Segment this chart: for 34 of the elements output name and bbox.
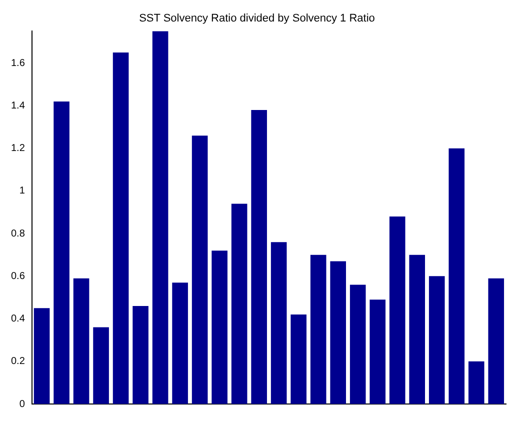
bar <box>428 276 445 404</box>
bar <box>112 52 129 404</box>
bar <box>34 308 50 404</box>
chart-title: SST Solvency Ratio divided by Solvency 1 Ratio <box>139 12 375 25</box>
bar <box>54 102 70 404</box>
bar <box>152 31 168 404</box>
bar <box>172 282 188 404</box>
bar <box>350 284 366 404</box>
bar <box>212 250 228 404</box>
bar <box>290 314 306 404</box>
bar <box>370 300 386 404</box>
bar <box>389 216 406 404</box>
bar <box>310 254 326 404</box>
bar <box>448 148 465 404</box>
bar <box>192 136 208 404</box>
y-tick-label: 0.8 <box>10 228 26 240</box>
bar <box>488 278 504 404</box>
bar <box>409 254 426 404</box>
y-tick-label: 1.4 <box>10 100 26 112</box>
y-tick-label: 1.6 <box>10 58 26 69</box>
bar <box>330 261 346 404</box>
y-tick-label: 0 <box>19 398 26 410</box>
bar <box>468 361 484 404</box>
y-tick-label: 1 <box>19 186 26 197</box>
bar <box>231 204 248 404</box>
bar <box>270 242 287 404</box>
y-tick-label: 1.2 <box>10 143 26 154</box>
y-tick-label: 0.2 <box>10 356 26 368</box>
bar <box>73 278 90 404</box>
y-tick-label: 0.4 <box>10 314 26 325</box>
bar <box>251 110 267 404</box>
bar <box>132 306 148 404</box>
y-tick-label: 0.6 <box>10 270 26 282</box>
bar <box>93 327 109 404</box>
